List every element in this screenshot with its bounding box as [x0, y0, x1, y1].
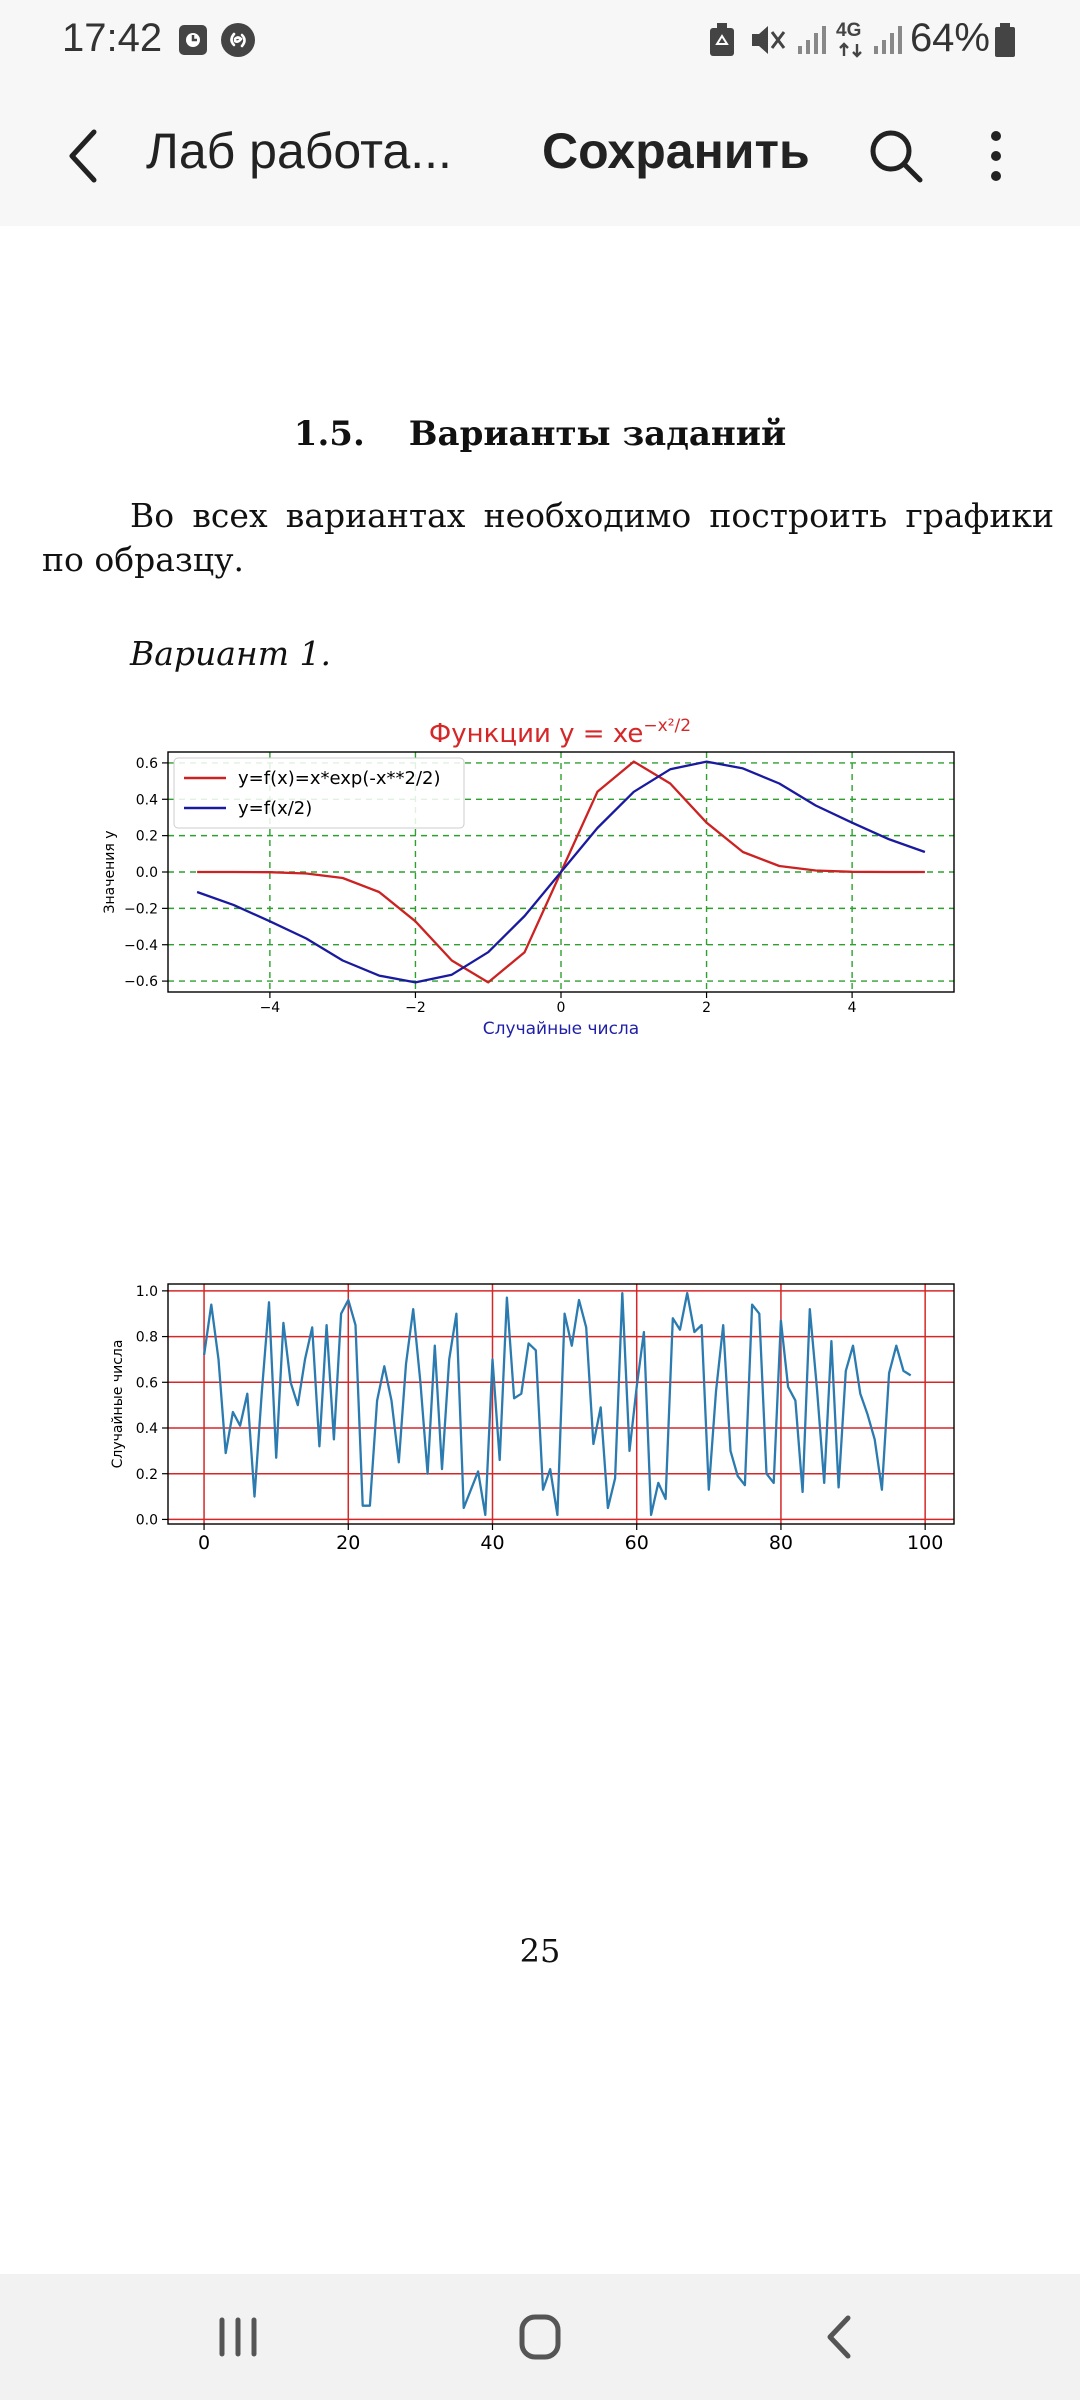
section-title: Варианты заданий	[408, 414, 787, 454]
chart-2-y-tick-label: 1.0	[136, 1284, 158, 1300]
clock-app-icon	[179, 25, 207, 55]
chart-2-y-tick-label: 0.8	[136, 1330, 158, 1346]
chart-1-title: Функции y = xe−x²/2	[429, 716, 691, 749]
more-vertical-icon[interactable]	[966, 120, 1026, 192]
recent-apps-icon[interactable]	[198, 2304, 278, 2370]
chart-2-x-tick-label: 40	[480, 1532, 504, 1554]
chart-1-y-tick-label: 0.4	[136, 792, 158, 808]
chart-2-x-tick-label: 0	[198, 1532, 210, 1554]
network-arrows-icon	[839, 42, 862, 58]
chart-1-x-tick-label: 2	[702, 1000, 711, 1016]
chart-1-series-2-line	[196, 760, 926, 984]
status-time: 17:42	[62, 16, 163, 60]
chart-1-y-tick-label: −0.6	[124, 974, 158, 990]
chart-1-functions: −4 −2 0 2 4 0.6 0.4 0.2 0.0 −0.2 −0.4 −0.6 Значения …	[102, 751, 955, 1039]
chart-1-y-tick-label: −0.2	[124, 901, 158, 917]
chart-1-x-axis-label: Случайные числа	[483, 1019, 639, 1039]
document-page[interactable]: 1.5. Варианты заданий Во всех вариантах н…	[0, 226, 1080, 2274]
battery-percent: 64%	[909, 16, 990, 60]
mute-vibrate-icon	[752, 26, 786, 54]
chart-1-x-tick-label: −2	[405, 1000, 426, 1016]
app-bar: Лаб работа... Сохранить	[0, 82, 1080, 227]
chart-2-x-tick-label: 100	[907, 1532, 943, 1554]
back-nav-icon[interactable]	[802, 2304, 882, 2370]
chart-2-series-1-line	[202, 1291, 912, 1517]
chart-1-x-tick-label: −4	[260, 1000, 281, 1016]
signal-icon	[798, 26, 826, 54]
search-icon[interactable]	[860, 120, 932, 192]
save-button[interactable]: Сохранить	[542, 123, 810, 179]
chart-2-y-tick-label: 0.0	[136, 1512, 158, 1528]
chart-2-y-axis-label: Случайные числа	[110, 1340, 126, 1469]
document-title: Лаб работа...	[146, 123, 452, 179]
signal-icon	[874, 26, 902, 54]
chart-1-y-tick-label: −0.4	[124, 938, 158, 954]
page-number: 25	[519, 1932, 561, 1970]
chart-1-y-tick-label: 0.0	[136, 865, 158, 881]
status-bar: 17:42 4G 64%	[0, 0, 1080, 82]
chart-1-y-tick-label: 0.6	[136, 756, 158, 772]
chart-2-x-tick-label: 80	[769, 1532, 793, 1554]
chart-1-y-axis-label: Значения y	[102, 830, 118, 913]
chart-1-legend-label-1: y=f(x)=x*exp(-x**2/2)	[238, 768, 441, 789]
chart-1-legend-label-2: y=f(x/2)	[238, 798, 312, 819]
chart-2-random-numbers: 0 20 40 60 80 100 0.0 0.2 0.4 0.6 0.8 1.0 Случайные …	[110, 1283, 955, 1554]
chart-1-legend-box	[173, 757, 465, 829]
paragraph: Во всех вариантах необходимо построить г…	[42, 496, 1054, 579]
chart-1-x-tick-label: 0	[557, 1000, 566, 1016]
chart-2-x-tick-label: 60	[625, 1532, 649, 1554]
recycle-notification-icon	[710, 23, 734, 56]
chart-1-y-tick-label: 0.2	[136, 829, 158, 845]
back-button[interactable]	[52, 118, 122, 194]
home-icon[interactable]	[500, 2304, 580, 2370]
section-number: 1.5.	[293, 414, 365, 454]
figure: Функции y = xe−x²/2 −4 −2 0 2 40.60.40.20.0−…	[102, 716, 955, 1554]
chart-2-frame	[167, 1283, 955, 1525]
chart-2-y-tick-label: 0.2	[136, 1467, 158, 1483]
chart-1-x-tick-label: 4	[848, 1000, 857, 1016]
chart-1-title-main: Функции y = xe	[429, 719, 644, 749]
network-4g-icon: 4G	[836, 20, 862, 41]
nav-bar	[0, 2274, 1080, 2400]
chart-2-y-tick-label: 0.4	[136, 1421, 158, 1437]
chart-2-y-tick-label: 0.6	[136, 1375, 158, 1391]
shazam-icon	[221, 23, 255, 57]
variant-label: Вариант 1.	[130, 634, 331, 673]
chart-1-title-exponent: −x²/2	[643, 716, 691, 736]
section-heading: 1.5. Варианты заданий	[0, 414, 1080, 454]
chart-2-x-tick-label: 20	[336, 1532, 360, 1554]
battery-icon	[995, 23, 1015, 57]
